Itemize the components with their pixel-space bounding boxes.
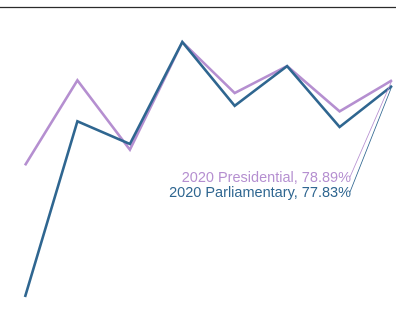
series-line-presidential (23, 39, 393, 166)
label-connector-presidential (349, 80, 393, 178)
label-connector-layer (349, 80, 393, 193)
series-line-parliamentary (23, 39, 393, 298)
series-layer (23, 39, 393, 298)
series-label-layer: 2020 Presidential, 78.89% 2020 Parliamen… (169, 170, 351, 201)
series-label-parliamentary: 2020 Parliamentary, 77.83% (169, 185, 351, 201)
label-connector-parliamentary (349, 85, 393, 193)
series-label-presidential: 2020 Presidential, 78.89% (182, 170, 351, 186)
